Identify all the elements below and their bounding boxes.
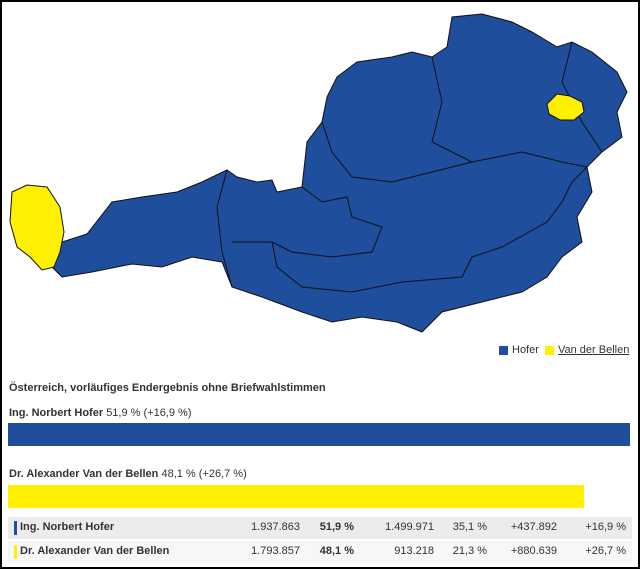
row-name: Ing. Norbert Hofer [20, 521, 115, 533]
candidate-name: Dr. Alexander Van der Bellen [9, 468, 159, 480]
row-cell: 1.937.863 [251, 521, 300, 533]
row-cell: +26,7 % [585, 545, 626, 557]
candidate-summary: 51,9 % (+16,9 %) [106, 407, 192, 419]
candidate-line: Ing. Norbert Hofer 51,9 % (+16,9 %) [9, 407, 192, 419]
legend-swatch [499, 346, 508, 355]
row-cell: +437.892 [510, 521, 557, 533]
table-row: Dr. Alexander Van der Bellen 1.793.857 48,… [8, 541, 632, 563]
candidate-name: Ing. Norbert Hofer [9, 407, 104, 419]
region-van-der-bellen [546, 93, 585, 121]
result-bar [8, 485, 585, 508]
candidate-summary: 48,1 % (+26,7 %) [161, 468, 247, 480]
legend-swatch [545, 346, 554, 355]
map [9, 13, 628, 333]
row-marker [14, 545, 17, 559]
row-cell: 48,1 % [319, 545, 354, 557]
row-cell: +16,9 % [585, 521, 626, 533]
legend-label: Hofer [512, 344, 539, 356]
row-name: Dr. Alexander Van der Bellen [20, 545, 170, 557]
region-van-der-bellen [9, 184, 65, 271]
candidate-line: Dr. Alexander Van der Bellen 48,1 % (+26… [9, 468, 247, 480]
row-marker [14, 521, 17, 535]
row-cell: 913.218 [394, 545, 434, 557]
legend-label: Van der Bellen [558, 344, 630, 356]
region-hofer [51, 13, 628, 333]
table-row: Ing. Norbert Hofer 1.937.863 51,9 % 1.499.9… [8, 517, 632, 539]
row-cell: +880.639 [510, 545, 557, 557]
row-cell: 1.499.971 [385, 521, 434, 533]
row-cell: 1.793.857 [251, 545, 300, 557]
row-cell: 51,9 % [319, 521, 354, 533]
row-cell: 35,1 % [452, 521, 487, 533]
results-title: Österreich, vorläufiges Endergebnis ohne… [9, 382, 326, 394]
result-bar [8, 423, 630, 446]
row-cell: 21,3 % [452, 545, 487, 557]
